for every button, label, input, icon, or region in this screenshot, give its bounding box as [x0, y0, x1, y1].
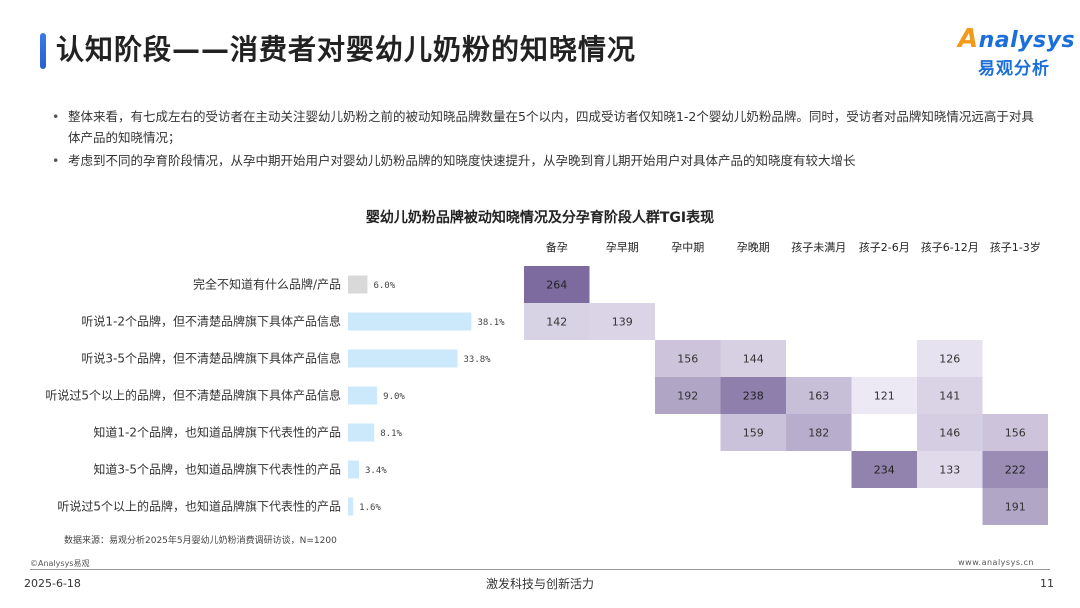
category-label: 听说过5个以上的品牌，也知道品牌旗下代表性的产品 — [57, 499, 341, 514]
heatmap-cell — [524, 266, 590, 303]
column-header: 孩子1-3岁 — [990, 240, 1041, 254]
heatmap-cell — [720, 340, 786, 377]
bar-value-label: 3.4% — [365, 466, 387, 476]
heatmap-cell — [655, 340, 721, 377]
heatmap-cell-value: 159 — [743, 427, 764, 440]
bullet-point: 考虑到不同的孕育阶段情况，从孕中期开始用户对婴幼儿奶粉品牌的知晓度快速提升，从孕… — [52, 150, 1042, 171]
heatmap-cell-value: 156 — [1005, 427, 1026, 440]
logo-letter: A — [958, 24, 979, 54]
heatmap-cell — [524, 303, 590, 340]
heatmap-cell — [982, 451, 1048, 488]
heatmap-cell-value: 264 — [546, 279, 567, 292]
copyright: ©Analysys易观 — [30, 559, 90, 568]
heatmap-cell — [917, 414, 983, 451]
logo-wordmark: Analysys — [958, 24, 1075, 54]
heatmap-cell — [917, 340, 983, 377]
heatmap-cell — [917, 377, 983, 414]
category-label: 知道3-5个品牌，也知道品牌旗下代表性的产品 — [93, 462, 341, 477]
bar-value-label: 8.1% — [380, 429, 402, 439]
heatmap-cell-value: 192 — [677, 390, 698, 403]
heatmap-cell-value: 146 — [939, 427, 960, 440]
heatmap-cell-value: 142 — [546, 316, 567, 329]
logo-text: nalysys — [978, 28, 1076, 53]
heatmap-cell-value: 163 — [808, 390, 829, 403]
column-header: 孕晚期 — [737, 241, 770, 254]
bullet-point: 整体来看，有七成左右的受访者在主动关注婴幼儿奶粉之前的被动知晓品牌数量在5个以内… — [52, 106, 1042, 148]
column-header: 孩子未满月 — [791, 241, 846, 254]
footer-divider — [30, 569, 1050, 570]
heatmap-cell — [982, 414, 1048, 451]
summary-bullets: 整体来看，有七成左右的受访者在主动关注婴幼儿奶粉之前的被动知晓品牌数量在5个以内… — [52, 106, 1042, 173]
title-accent-bar — [40, 33, 46, 69]
heatmap-cell-value: 144 — [743, 353, 764, 366]
column-header: 孕早期 — [606, 241, 639, 254]
heatmap-cell — [720, 414, 786, 451]
column-header: 孩子6-12月 — [921, 241, 979, 254]
bar-value-label: 33.8% — [464, 355, 492, 365]
bar — [348, 497, 354, 516]
column-header: 孕中期 — [671, 241, 704, 254]
heatmap-cell-value: 139 — [612, 316, 633, 329]
heatmap-cell — [720, 377, 786, 414]
heatmap-cell — [589, 303, 655, 340]
footer-slogan: 激发科技与创新活力 — [485, 577, 594, 591]
heatmap-cell-value: 126 — [939, 353, 960, 366]
page-title: 认知阶段——消费者对婴幼儿奶粉的知晓情况 — [56, 33, 637, 66]
heatmap-cell-value: 121 — [874, 390, 895, 403]
category-label: 完全不知道有什么品牌/产品 — [193, 277, 341, 292]
heatmap-cell — [655, 377, 721, 414]
report-date: 2025-6-18 — [24, 577, 81, 590]
bar — [348, 423, 375, 442]
heatmap-cell-value: 182 — [808, 427, 829, 440]
category-label: 知道1-2个品牌，也知道品牌旗下代表性的产品 — [93, 425, 341, 440]
bar — [348, 275, 368, 294]
heatmap-cell-value: 238 — [743, 390, 764, 403]
bar — [348, 460, 360, 479]
data-source: 数据来源：易观分析2025年5月婴幼儿奶粉消费调研访谈，N=1200 — [64, 536, 337, 546]
heatmap-cell — [786, 377, 852, 414]
bar — [348, 386, 378, 405]
heatmap-cell — [851, 377, 917, 414]
logo-cn-text: 易观分析 — [978, 59, 1050, 79]
heatmap-cell-value: 156 — [677, 353, 698, 366]
heatmap-cell-value: 133 — [939, 464, 960, 477]
website-url: www.analysys.cn — [958, 558, 1034, 567]
heatmap-cell-value: 191 — [1005, 501, 1026, 514]
bar-value-label: 6.0% — [373, 281, 395, 291]
bar-value-label: 38.1% — [477, 318, 505, 328]
bar-value-label: 9.0% — [383, 392, 405, 402]
heatmap-cell — [917, 451, 983, 488]
heatmap-cell — [786, 414, 852, 451]
page-number: 11 — [1040, 577, 1054, 590]
category-label: 听说过5个以上的品牌，但不清楚品牌旗下具体产品信息 — [45, 388, 341, 403]
bar — [348, 349, 458, 368]
analysys-logo: Analysys 易观分析 — [958, 24, 1075, 80]
heatmap-cell — [851, 451, 917, 488]
heatmap-cell-value: 234 — [874, 464, 895, 477]
heatmap-cell — [982, 488, 1048, 525]
bar-value-label: 1.6% — [359, 503, 381, 513]
category-label: 听说3-5个品牌，但不清楚品牌旗下具体产品信息 — [81, 351, 341, 366]
bar — [348, 312, 472, 331]
chart-title: 婴幼儿奶粉品牌被动知晓情况及分孕育阶段人群TGI表现 — [365, 210, 715, 226]
column-header: 孩子2-6月 — [859, 241, 910, 254]
heatmap-cell-value: 222 — [1005, 464, 1026, 477]
heatmap-cell-value: 141 — [939, 390, 960, 403]
category-label: 听说1-2个品牌，但不清楚品牌旗下具体产品信息 — [81, 314, 341, 329]
column-header: 备孕 — [546, 240, 568, 254]
